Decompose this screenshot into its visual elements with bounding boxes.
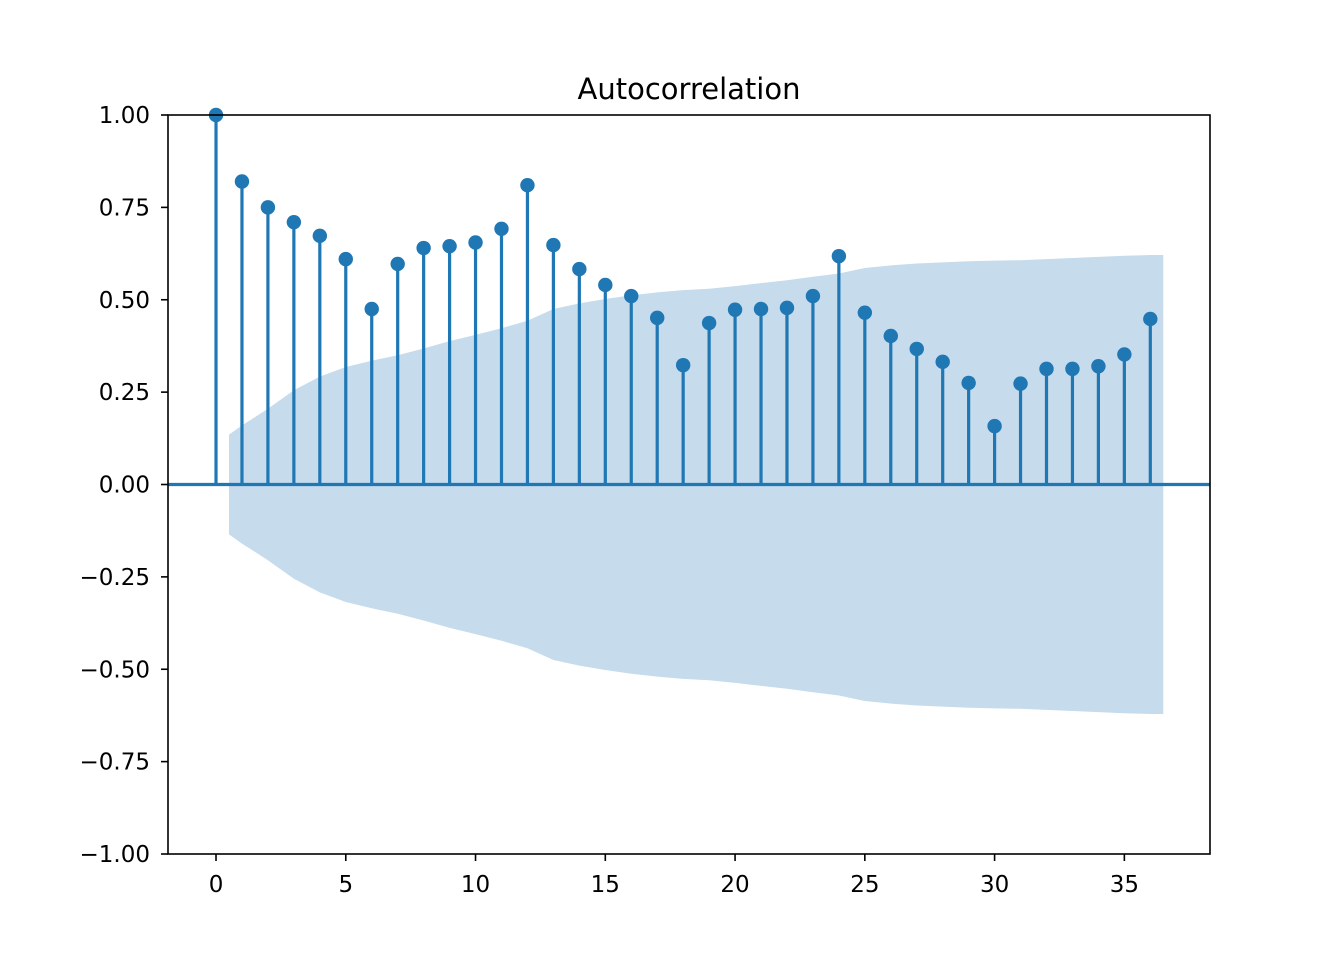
stem-marker-lag-27 — [909, 341, 924, 357]
stem-marker-lag-19 — [701, 315, 717, 331]
stem-marker-lag-11 — [494, 221, 509, 237]
stem-marker-lag-13 — [546, 237, 561, 253]
y-tick-label: 0.50 — [99, 288, 150, 314]
stem-marker-lag-24 — [831, 248, 847, 264]
stem-marker-lag-32 — [1039, 361, 1054, 377]
stem-marker-lag-29 — [961, 375, 976, 391]
stem-marker-lag-7 — [390, 256, 405, 272]
y-tick-label: 0.25 — [99, 380, 150, 406]
stem-marker-lag-25 — [857, 305, 873, 320]
x-tick-label: 35 — [1110, 872, 1139, 898]
stem-marker-lag-31 — [1013, 376, 1028, 391]
stem-marker-lag-28 — [935, 354, 950, 370]
stem-marker-lag-36 — [1143, 311, 1158, 327]
stem-marker-lag-33 — [1065, 361, 1080, 377]
y-tick-label: 0.00 — [99, 473, 150, 499]
x-tick-label: 0 — [209, 872, 224, 898]
stem-marker-lag-35 — [1117, 347, 1132, 362]
x-tick-label: 25 — [850, 872, 879, 898]
stem-layer — [168, 107, 1210, 487]
stem-marker-lag-8 — [416, 240, 431, 256]
stem-marker-lag-30 — [987, 418, 1002, 434]
stem-marker-lag-1 — [234, 174, 250, 189]
stem-marker-lag-12 — [520, 178, 535, 193]
stem-marker-lag-14 — [572, 261, 587, 277]
stem-marker-lag-16 — [624, 288, 639, 304]
stem-marker-lag-5 — [338, 251, 353, 267]
x-tick-label: 5 — [338, 872, 353, 898]
stem-marker-lag-20 — [727, 302, 743, 317]
x-tick-label: 10 — [461, 872, 490, 898]
stem-marker-lag-17 — [650, 310, 665, 326]
stem-marker-lag-3 — [286, 214, 302, 230]
stem-marker-lag-10 — [468, 235, 483, 250]
stem-marker-lag-23 — [805, 288, 821, 304]
stem-marker-lag-34 — [1091, 359, 1106, 374]
y-tick-label: 0.75 — [99, 195, 150, 221]
stem-marker-lag-15 — [598, 277, 613, 293]
y-tick-label: −0.50 — [80, 657, 150, 683]
y-tick-label: 1.00 — [99, 103, 150, 129]
stem-marker-lag-6 — [364, 301, 379, 317]
y-axis: −1.00 −0.75 −0.50 −0.25 0.00 0.25 0.50 0.75 1.00 — [80, 103, 168, 868]
x-axis: 0 5 10 15 20 25 30 35 — [209, 854, 1139, 898]
chart-title: Autocorrelation — [578, 72, 801, 106]
x-tick-label: 30 — [980, 872, 1009, 898]
stem-marker-lag-26 — [883, 328, 898, 344]
stem-marker-lag-22 — [779, 300, 795, 316]
stem-marker-lag-4 — [312, 228, 328, 244]
stem-marker-lag-9 — [442, 238, 457, 254]
x-tick-label: 15 — [591, 872, 620, 898]
y-tick-label: −0.25 — [80, 565, 150, 591]
y-tick-label: −1.00 — [80, 842, 150, 868]
stem-marker-lag-18 — [675, 357, 691, 373]
stem-marker-lag-21 — [753, 301, 769, 317]
x-tick-label: 20 — [720, 872, 749, 898]
stem-marker-lag-2 — [260, 200, 276, 215]
y-tick-label: −0.75 — [80, 750, 150, 776]
